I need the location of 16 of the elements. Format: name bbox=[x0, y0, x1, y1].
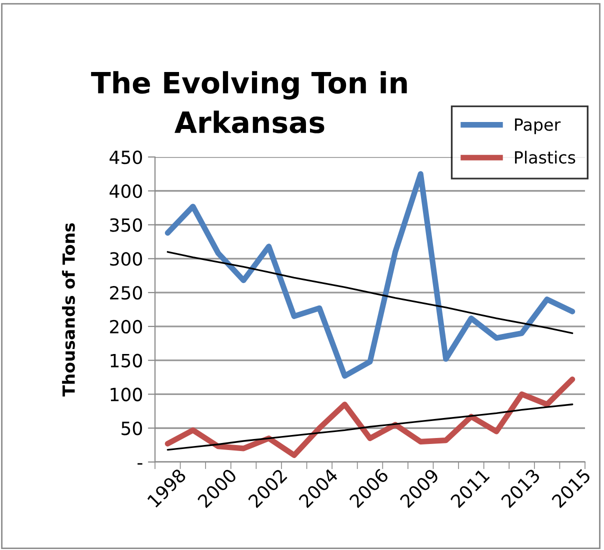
y-tick-label: 50 bbox=[122, 422, 142, 436]
y-tick-label: 100 bbox=[110, 388, 142, 402]
legend-label: Paper bbox=[515, 118, 561, 134]
line-series bbox=[166, 404, 574, 451]
y-tick-label: 200 bbox=[110, 320, 142, 334]
line-series bbox=[166, 251, 574, 334]
y-tick-label: 150 bbox=[110, 354, 142, 368]
y-tick-label: 350 bbox=[110, 218, 142, 232]
legend-label: Plastics bbox=[515, 150, 576, 164]
y-tick-label: 400 bbox=[110, 184, 142, 198]
y-tick-label: 250 bbox=[110, 286, 142, 300]
y-axis-title: Thousands of Tons bbox=[62, 223, 75, 396]
y-tick-label: - bbox=[138, 463, 142, 465]
y-tick-label: 450 bbox=[110, 150, 142, 164]
chart-title: The Evolving Ton in Arkansas bbox=[91, 71, 407, 134]
y-tick-label: 300 bbox=[110, 252, 142, 266]
